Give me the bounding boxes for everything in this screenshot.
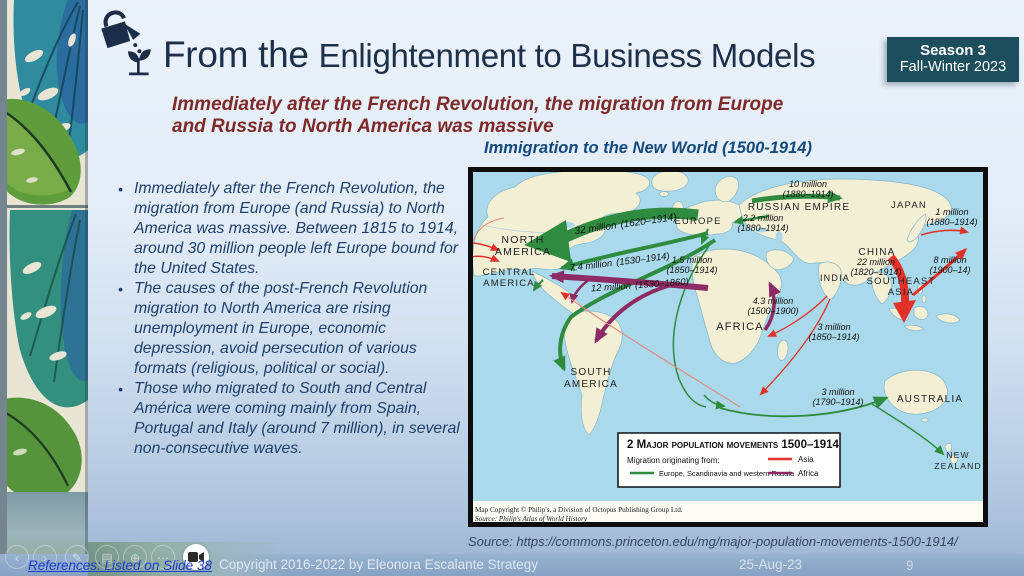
subtitle-line2: and Russia to North America was massive xyxy=(172,115,554,137)
leaf-lower xyxy=(9,210,88,408)
legend-label-asia: Asia xyxy=(798,455,814,464)
svg-text:(1880–1914): (1880–1914) xyxy=(926,217,977,227)
map-source: Source: Philip's Atlas of World History xyxy=(475,515,588,523)
arrow-head-32m xyxy=(524,220,571,262)
label-southeast-asia: SOUTHEAST xyxy=(867,276,936,287)
flow-label-8m: 8 million xyxy=(933,255,966,265)
map-credits: Map Copyright © Philip's, a Division of … xyxy=(470,503,986,524)
slide-subtitle: Immediately after the French Revolution,… xyxy=(172,94,783,137)
svg-text:(1880–1914): (1880–1914) xyxy=(737,223,788,233)
label-africa: AFRICA xyxy=(716,321,764,333)
leaf-middle xyxy=(0,98,81,205)
flow-label-12m: 12 million (1530–1860) xyxy=(591,277,690,295)
bullet-item: Immediately after the French Revolution,… xyxy=(117,179,471,279)
flow-label-1m: 1 million xyxy=(935,207,968,217)
subtitle-line1: Immediately after the French Revolution,… xyxy=(172,94,784,115)
legend-title: 2 Major population movements 1500–1914 xyxy=(627,439,840,451)
flow-label-22m: 22 million xyxy=(856,257,895,267)
magnifier-icon: ⊕ xyxy=(129,551,141,565)
svg-text:(1850–1914): (1850–1914) xyxy=(666,265,717,275)
svg-text:(1880–1914): (1880–1914) xyxy=(782,189,833,199)
camera-button[interactable] xyxy=(183,544,209,570)
leaf-artwork-strip xyxy=(0,0,88,576)
artwork-seam xyxy=(0,205,88,208)
pen-icon: ✎ xyxy=(71,551,83,565)
edge-bar xyxy=(0,0,7,576)
map-title: Immigration to the New World (1500-1914) xyxy=(484,139,812,157)
svg-text:AMERICA: AMERICA xyxy=(483,278,535,289)
flow-label-2-2m: 2.2 million xyxy=(742,213,784,223)
label-japan: JAPAN xyxy=(891,200,927,211)
svg-text:(1900–14): (1900–14) xyxy=(929,265,970,275)
season-badge: Season 3 Fall-Winter 2023 xyxy=(887,37,1019,82)
svg-text:(1820–1914): (1820–1914) xyxy=(850,267,901,277)
grid-icon: ▤ xyxy=(101,551,113,565)
map-copyright: Map Copyright © Philip's, a Division of … xyxy=(475,506,683,514)
chevron-right-icon: › xyxy=(43,551,47,565)
prev-slide-button[interactable]: ‹ xyxy=(5,545,29,569)
flow-labels: 32 million (1620–1914) 7.4 million (1530–1… xyxy=(569,179,977,407)
svg-text:(1500–1900): (1500–1900) xyxy=(747,306,798,316)
map-legend: 2 Major population movements 1500–1914 M… xyxy=(617,432,841,488)
svg-text:ASIA: ASIA xyxy=(888,287,914,298)
bullet-list: Immediately after the French Revolution,… xyxy=(117,179,471,459)
arrow-head-22m xyxy=(893,300,916,323)
pen-tool-button[interactable]: ✎ xyxy=(65,545,89,569)
zoom-button[interactable]: ⊕ xyxy=(123,545,147,569)
legend-label-africa: Africa xyxy=(798,469,819,478)
map-border xyxy=(468,167,988,527)
flow-label-3m-india: 3 million xyxy=(817,322,850,332)
svg-text:AMERICA: AMERICA xyxy=(564,379,618,390)
svg-text:(1850–1914): (1850–1914) xyxy=(808,332,859,342)
copyright-text: Copyright 2016-2022 by Eleonora Escalant… xyxy=(219,557,538,572)
bullet-item: Those who migrated to South and Central … xyxy=(117,379,471,459)
label-north-america: NORTH xyxy=(501,234,544,246)
season-label: Season 3 xyxy=(920,42,986,59)
monstera-watercolor xyxy=(0,0,88,576)
references-link[interactable]: References: Listed on Slide 38 xyxy=(28,558,212,573)
title-part1: From the xyxy=(163,34,319,75)
migration-arrows xyxy=(469,190,969,456)
label-australia: AUSTRALIA xyxy=(897,394,963,405)
flow-label-10m: 10 million xyxy=(789,179,827,189)
flow-label-3m-australia: 3 million xyxy=(821,387,854,397)
chevron-left-icon: ‹ xyxy=(15,551,19,565)
label-china: CHINA xyxy=(858,247,895,258)
page-title: From the Enlightenment to Business Model… xyxy=(163,30,903,88)
region-labels: NORTH AMERICA CENTRAL AMERICA SOUTH AMER… xyxy=(483,200,982,471)
more-options-button[interactable]: ⋯ xyxy=(151,545,175,569)
source-citation: Source: https://commons.princeton.edu/mg… xyxy=(468,534,958,549)
slide-number: 9 xyxy=(906,558,914,573)
slide-date: 25-Aug-23 xyxy=(739,557,803,572)
svg-text:AMERICA: AMERICA xyxy=(495,246,551,258)
label-new-zealand: NEW xyxy=(946,450,969,460)
label-russian-empire: RUSSIAN EMPIRE xyxy=(748,202,850,213)
watering-can-icon xyxy=(94,6,158,78)
population-movements-map: 32 million (1620–1914) 7.4 million (1530–1… xyxy=(468,167,988,527)
ellipsis-icon: ⋯ xyxy=(157,551,169,565)
flow-label-4-3m: 4.3 million xyxy=(753,296,794,306)
legend-label-europe: Europe, Scandinavia and western Russia xyxy=(659,469,795,478)
season-dates: Fall-Winter 2023 xyxy=(899,59,1007,75)
next-slide-button[interactable]: › xyxy=(33,545,57,569)
leaf-bottom xyxy=(0,397,82,500)
slide-grid-button[interactable]: ▤ xyxy=(95,545,119,569)
label-europe: EUROPE xyxy=(674,216,721,227)
flow-label-1-5m: 1.5 million xyxy=(672,255,713,265)
svg-text:ZEALAND: ZEALAND xyxy=(934,461,982,471)
legend-subtitle: Migration originating from: xyxy=(627,456,719,465)
title-part2: Enlightenment to Business Models xyxy=(318,37,816,74)
svg-text:(1790–1914): (1790–1914) xyxy=(812,397,863,407)
label-india: INDIA xyxy=(820,273,850,283)
video-camera-icon xyxy=(188,552,204,562)
label-central-america: CENTRAL xyxy=(483,267,536,278)
bullet-item: The causes of the post-French Revolution… xyxy=(117,279,471,379)
label-south-america: SOUTH xyxy=(571,367,612,378)
